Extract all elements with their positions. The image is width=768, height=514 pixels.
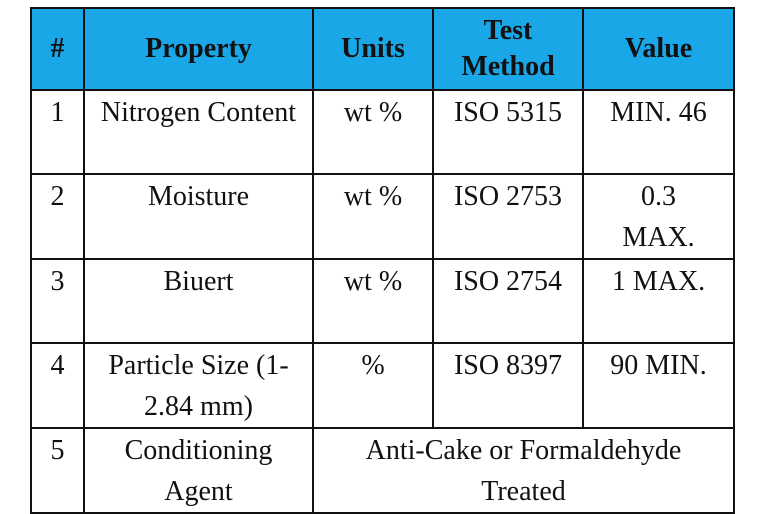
table-row: 3 Biuert wt % ISO 2754 1 MAX.: [30, 258, 735, 344]
row-number: 5: [30, 427, 85, 514]
method-cell: ISO 2753: [432, 173, 584, 260]
table-row: 5 Conditioning Agent Anti-Cake or Formal…: [30, 427, 735, 514]
header-test-method: Test Method: [432, 7, 584, 91]
method-cell: ISO 8397: [432, 342, 584, 429]
specification-table: # Property Units Test Method Value 1 Nit…: [30, 7, 735, 514]
table-row: 2 Moisture wt % ISO 2753 0.3 MAX.: [30, 173, 735, 260]
header-units: Units: [312, 7, 434, 91]
method-cell: ISO 2754: [432, 258, 584, 344]
table-row: 4 Particle Size (1-2.84 mm) % ISO 8397 9…: [30, 342, 735, 429]
header-property: Property: [83, 7, 314, 91]
row-number: 2: [30, 173, 85, 260]
header-row: # Property Units Test Method Value: [30, 7, 735, 91]
header-value: Value: [582, 7, 735, 91]
table-row: 1 Nitrogen Content wt % ISO 5315 MIN. 46: [30, 89, 735, 175]
value-cell: 90 MIN.: [582, 342, 735, 429]
method-cell: ISO 5315: [432, 89, 584, 175]
row-number: 1: [30, 89, 85, 175]
property-cell: Particle Size (1-2.84 mm): [83, 342, 314, 429]
header-number: #: [30, 7, 85, 91]
conditioning-agent-cell: Anti-Cake or Formaldehyde Treated: [312, 427, 735, 514]
property-cell: Nitrogen Content: [83, 89, 314, 175]
property-cell: Conditioning Agent: [83, 427, 314, 514]
property-cell: Moisture: [83, 173, 314, 260]
value-cell: MIN. 46: [582, 89, 735, 175]
units-cell: wt %: [312, 89, 434, 175]
value-cell: 1 MAX.: [582, 258, 735, 344]
row-number: 4: [30, 342, 85, 429]
units-cell: %: [312, 342, 434, 429]
value-cell: 0.3 MAX.: [582, 173, 735, 260]
property-cell: Biuert: [83, 258, 314, 344]
units-cell: wt %: [312, 258, 434, 344]
row-number: 3: [30, 258, 85, 344]
units-cell: wt %: [312, 173, 434, 260]
